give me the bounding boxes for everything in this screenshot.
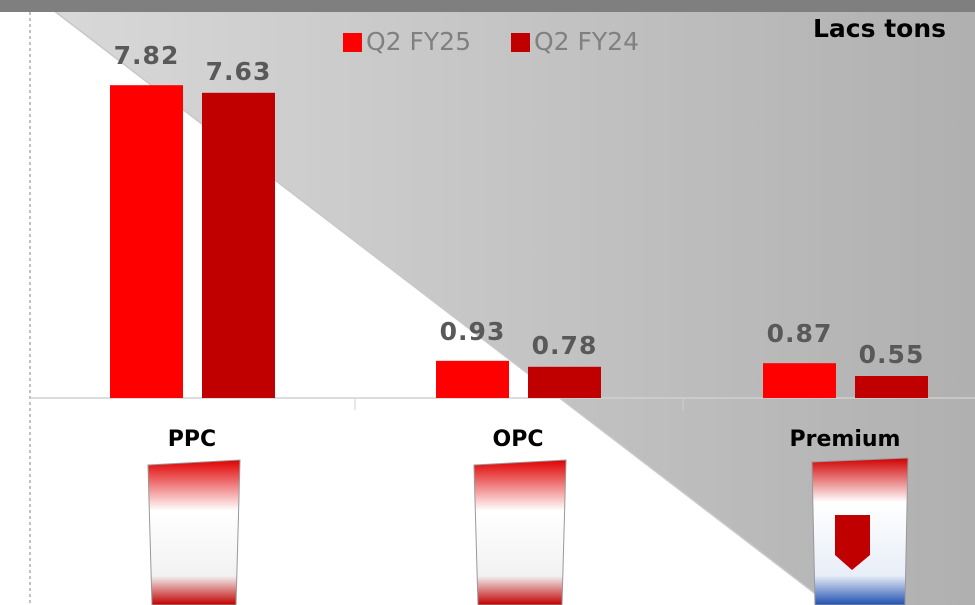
unit-label: Lacs tons xyxy=(813,14,946,43)
top-strip xyxy=(0,0,975,12)
legend-label: Q2 FY25 xyxy=(366,27,471,56)
product-bag xyxy=(147,459,241,605)
value-label: 0.93 xyxy=(440,317,506,346)
bar xyxy=(202,92,275,399)
value-label: 7.82 xyxy=(114,41,180,70)
product-bag xyxy=(473,459,567,605)
bar xyxy=(436,360,509,398)
product-badge xyxy=(835,515,870,570)
legend-swatch xyxy=(511,33,530,52)
bar xyxy=(528,366,601,398)
legend-swatch xyxy=(343,33,362,52)
value-label: 0.87 xyxy=(767,319,833,348)
product-images xyxy=(147,457,909,605)
x-tick-label: Premium xyxy=(790,427,901,452)
bar xyxy=(763,363,836,398)
legend-label: Q2 FY24 xyxy=(534,27,639,56)
x-tick-label: PPC xyxy=(168,427,216,452)
value-label: 0.55 xyxy=(859,340,925,369)
value-label: 7.63 xyxy=(206,57,272,86)
value-label: 0.78 xyxy=(532,331,598,360)
x-tick-label: OPC xyxy=(493,427,544,452)
bar xyxy=(110,85,183,398)
bar xyxy=(855,376,928,398)
